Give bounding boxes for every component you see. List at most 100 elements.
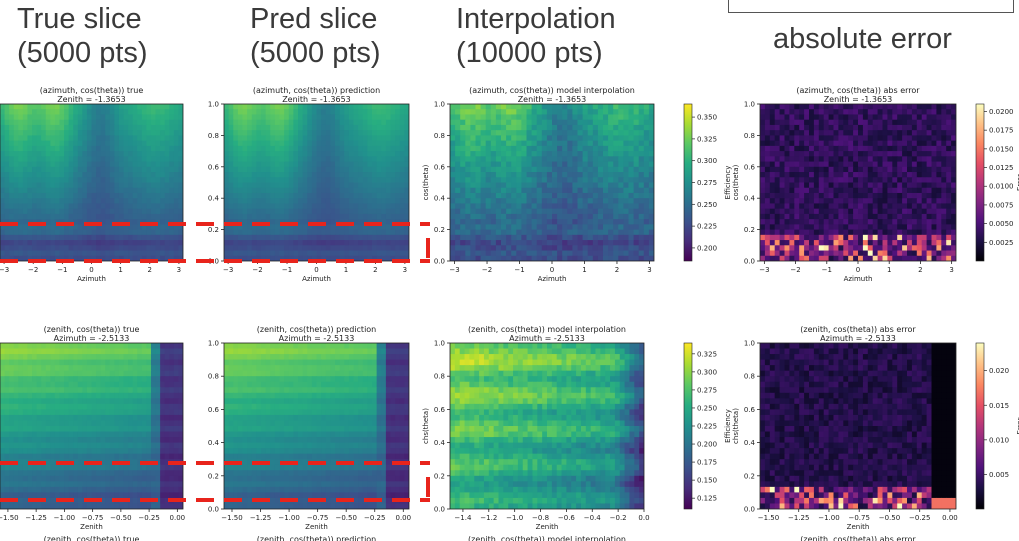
heatmap-cell <box>344 114 350 121</box>
heatmap-cell <box>353 224 359 231</box>
heatmap-cell <box>367 166 373 173</box>
heatmap-cell <box>809 114 815 121</box>
heatmap-cell <box>302 187 308 194</box>
heatmap-cell <box>169 140 175 147</box>
heatmap-cell <box>490 124 497 131</box>
heatmap-cell <box>330 213 336 220</box>
heatmap-cell <box>921 229 928 236</box>
heatmap-cell <box>902 177 908 184</box>
heatmap-cell <box>169 119 175 126</box>
heatmap-cell <box>73 109 79 116</box>
heatmap-cell <box>114 119 120 126</box>
heatmap-cell <box>302 119 308 126</box>
heatmap-cell <box>526 208 533 215</box>
heatmap-cell <box>325 140 331 147</box>
heatmap-cell <box>22 119 29 126</box>
heatmap-cell <box>643 124 650 131</box>
heatmap-cell <box>105 219 111 225</box>
heatmap-cell <box>882 213 888 220</box>
heatmap-cell <box>358 219 364 225</box>
heatmap-cell <box>335 172 341 178</box>
heatmap-cell <box>155 250 161 257</box>
heatmap-cell <box>603 255 609 261</box>
heatmap-cell <box>293 229 299 236</box>
heatmap-cell <box>284 156 290 163</box>
heatmap-cell <box>799 145 805 152</box>
heatmap-cell <box>921 151 928 157</box>
heatmap-cell <box>648 166 654 173</box>
heatmap-cell <box>516 198 522 205</box>
heatmap-cell <box>50 187 56 194</box>
heatmap-cell <box>818 208 825 215</box>
heatmap-cell <box>557 213 563 220</box>
heatmap-cell <box>902 213 908 220</box>
heatmap-cell <box>265 198 271 205</box>
heatmap-cell <box>546 234 553 241</box>
heatmap-cell <box>367 140 373 147</box>
heatmap-cell <box>224 255 230 261</box>
heatmap-cell <box>279 135 285 142</box>
heatmap-cell <box>623 208 630 215</box>
heatmap-cell <box>823 224 830 231</box>
heatmap-cell <box>68 145 74 152</box>
heatmap-cell <box>77 145 83 152</box>
heatmap-cell <box>335 109 341 116</box>
heatmap-cell <box>13 198 19 205</box>
heatmap-cell <box>848 151 854 157</box>
heatmap-cell <box>362 213 368 220</box>
heatmap-cell <box>330 156 336 163</box>
heatmap-cell <box>18 161 24 168</box>
heatmap-cell <box>228 240 234 246</box>
heatmap-cell <box>911 229 918 236</box>
heatmap-cell <box>321 213 327 220</box>
heatmap-cell <box>638 177 645 184</box>
heatmap-cell <box>633 124 640 131</box>
heatmap-cell <box>339 145 345 152</box>
heatmap-cell <box>86 234 93 241</box>
heatmap-cell <box>321 166 327 173</box>
heatmap-cell <box>251 104 257 110</box>
heatmap-cell <box>794 203 800 210</box>
heatmap-cell <box>32 145 38 152</box>
heatmap-cell <box>321 119 327 126</box>
heatmap-cell <box>577 166 584 173</box>
heatmap-cell <box>132 130 138 136</box>
heatmap-cell <box>941 182 947 189</box>
heatmap-cell <box>105 245 111 252</box>
heatmap-cell <box>465 250 471 257</box>
heatmap-cell <box>114 240 120 246</box>
heatmap-cell <box>265 172 271 178</box>
heatmap-cell <box>169 240 175 246</box>
heatmap-cell <box>82 145 88 152</box>
heatmap-cell <box>779 255 786 261</box>
heatmap-cell <box>951 130 956 136</box>
heatmap-cell <box>118 245 125 252</box>
heatmap-cell <box>27 240 33 246</box>
heatmap-cell <box>169 114 175 121</box>
heatmap-cell <box>546 156 553 163</box>
heatmap-cell <box>325 135 331 142</box>
heatmap-cell <box>813 240 820 246</box>
heatmap-cell <box>921 161 928 168</box>
y-tick-label: 1.0 <box>434 101 445 109</box>
heatmap-cell <box>577 187 584 194</box>
heatmap-cell <box>0 224 6 231</box>
heatmap-cell <box>362 104 368 110</box>
heatmap-cell <box>150 130 157 136</box>
heatmap-cell <box>638 114 645 121</box>
heatmap-cell <box>109 114 115 121</box>
heatmap-cell <box>460 203 466 210</box>
heatmap-cell <box>68 240 74 246</box>
heatmap-cell <box>455 213 461 220</box>
heatmap-cell <box>128 172 134 178</box>
heatmap-cell <box>618 166 624 173</box>
heatmap-cell <box>73 104 79 110</box>
heatmap-cell <box>936 135 942 142</box>
heatmap-cell <box>882 182 888 189</box>
heatmap-cell <box>769 104 776 110</box>
heatmap-cell <box>4 245 10 252</box>
heatmap-cell <box>941 208 947 215</box>
heatmap-cell <box>562 119 568 126</box>
heatmap-cell <box>298 145 304 152</box>
heatmap-cell <box>233 203 239 210</box>
